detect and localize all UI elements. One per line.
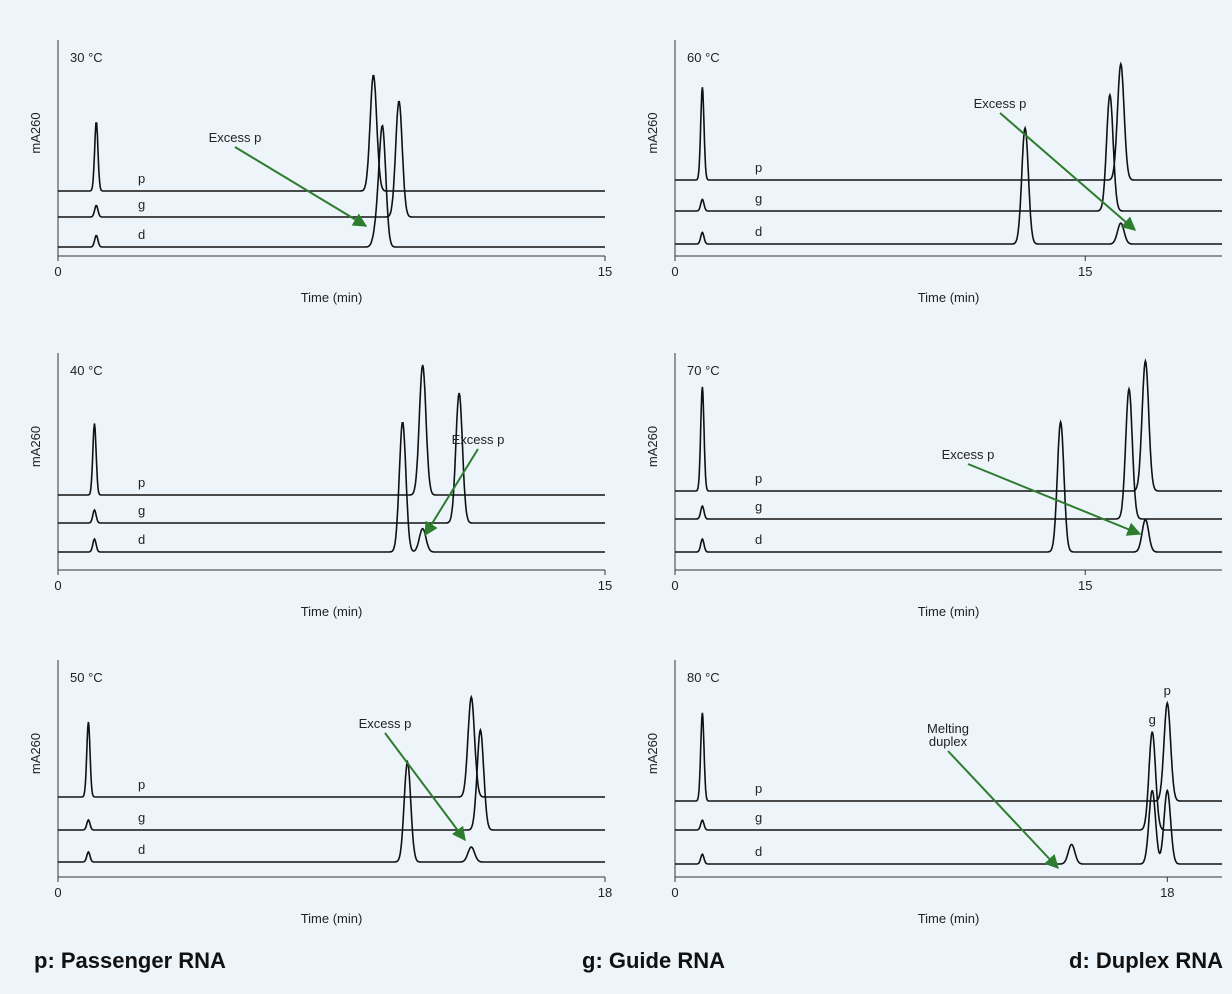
trace-d xyxy=(675,788,1222,865)
annotation-arrow xyxy=(234,146,368,227)
trace-p xyxy=(675,61,1222,181)
trace-d xyxy=(58,759,605,863)
trace-label-d: d xyxy=(755,224,762,239)
trace-label-d: d xyxy=(138,227,145,242)
annotation-text: Excess p xyxy=(974,96,1027,111)
chromatogram-panel-3: 0 15 Time (min) mA260 40 °C pgd Excess p xyxy=(28,353,612,619)
trace-label-d: d xyxy=(755,532,762,547)
trace-label-g: g xyxy=(755,810,762,825)
x-axis-label: Time (min) xyxy=(918,911,980,926)
trace-g xyxy=(58,727,605,831)
y-axis-label: mA260 xyxy=(28,733,43,774)
annotation-arrow xyxy=(947,750,1059,870)
annotation-text: Excess p xyxy=(209,130,262,145)
x-axis-label: Time (min) xyxy=(301,911,363,926)
legend-passenger: p: Passenger RNA xyxy=(34,948,226,973)
x-axis-label: Time (min) xyxy=(918,604,980,619)
x-tick-label: 0 xyxy=(54,885,61,900)
annotation-text: duplex xyxy=(929,734,968,749)
trace-g xyxy=(675,386,1222,520)
trace-label-d: d xyxy=(138,842,145,857)
annotation-text: Melting xyxy=(927,721,969,736)
legend-guide: g: Guide RNA xyxy=(582,948,725,973)
trace-label-p: p xyxy=(138,475,145,490)
y-axis-label: mA260 xyxy=(645,112,660,153)
annotation-text: Excess p xyxy=(942,447,995,462)
trace-d xyxy=(58,421,605,553)
annotation-arrow xyxy=(967,463,1142,536)
annotation-text: Excess p xyxy=(359,716,412,731)
x-tick-label: 15 xyxy=(1078,578,1092,593)
trace-label-p: p xyxy=(755,471,762,486)
x-tick-label: 15 xyxy=(598,578,612,593)
annotation: Excess p xyxy=(974,96,1137,231)
trace-g xyxy=(675,92,1222,212)
chromatogram-panel-5: 0 18 Time (min) mA260 50 °C p g d Excess p xyxy=(28,660,612,926)
temperature-label: 60 °C xyxy=(687,50,720,65)
trace-p xyxy=(58,694,605,798)
annotation: Excess p xyxy=(942,447,1142,536)
x-tick-label: 0 xyxy=(54,578,61,593)
y-axis-label: mA260 xyxy=(645,733,660,774)
x-tick-label: 0 xyxy=(671,264,678,279)
peak-label-g: g xyxy=(1149,712,1156,727)
chromatogram-panel-2: 0 15 Time (min) mA260 60 °C p g d Excess p xyxy=(645,40,1222,305)
chromatogram-panel-4: 0 15 Time (min) mA260 70 °C pg d Excess p xyxy=(645,353,1222,619)
temperature-label: 40 °C xyxy=(70,363,103,378)
peak-label-p: p xyxy=(1164,683,1171,698)
trace-p xyxy=(675,700,1222,802)
trace-d xyxy=(58,124,605,248)
trace-label-g: g xyxy=(138,503,145,518)
annotation-arrow xyxy=(999,112,1137,231)
trace-p xyxy=(675,358,1222,492)
annotation-arrow xyxy=(384,732,466,842)
x-axis-label: Time (min) xyxy=(301,604,363,619)
x-tick-label: 18 xyxy=(1160,885,1174,900)
trace-label-p: p xyxy=(138,777,145,792)
temperature-label: 50 °C xyxy=(70,670,103,685)
trace-g xyxy=(675,731,1222,831)
temperature-label: 80 °C xyxy=(687,670,720,685)
y-axis-label: mA260 xyxy=(28,112,43,153)
trace-label-d: d xyxy=(755,844,762,859)
annotation: Excess p xyxy=(359,716,466,842)
trace-label-g: g xyxy=(138,197,145,212)
annotation-arrow xyxy=(424,448,479,537)
x-tick-label: 18 xyxy=(598,885,612,900)
trace-p xyxy=(58,364,605,496)
trace-label-g: g xyxy=(755,499,762,514)
legend-duplex: d: Duplex RNA xyxy=(1069,948,1223,973)
annotation: Excess p xyxy=(209,130,368,227)
trace-g xyxy=(58,100,605,218)
x-tick-label: 15 xyxy=(598,264,612,279)
chromatogram-panel-1: 0 15 Time (min) mA260 30 °C pgd Excess p xyxy=(28,40,612,305)
temperature-label: 30 °C xyxy=(70,50,103,65)
trace-label-g: g xyxy=(138,810,145,825)
trace-label-p: p xyxy=(138,171,145,186)
trace-p xyxy=(58,74,605,192)
x-tick-label: 0 xyxy=(54,264,61,279)
trace-d xyxy=(675,125,1222,245)
trace-label-p: p xyxy=(755,781,762,796)
annotation-text: Excess p xyxy=(452,432,505,447)
x-tick-label: 0 xyxy=(671,578,678,593)
trace-label-d: d xyxy=(138,532,145,547)
x-tick-label: 0 xyxy=(671,885,678,900)
x-tick-label: 15 xyxy=(1078,264,1092,279)
y-axis-label: mA260 xyxy=(28,426,43,467)
temperature-label: 70 °C xyxy=(687,363,720,378)
trace-g xyxy=(58,392,605,524)
x-axis-label: Time (min) xyxy=(301,290,363,305)
y-axis-label: mA260 xyxy=(645,426,660,467)
trace-d xyxy=(675,419,1222,553)
x-axis-label: Time (min) xyxy=(918,290,980,305)
trace-label-g: g xyxy=(755,191,762,206)
annotation: Excess p xyxy=(424,432,505,537)
trace-label-p: p xyxy=(755,160,762,175)
